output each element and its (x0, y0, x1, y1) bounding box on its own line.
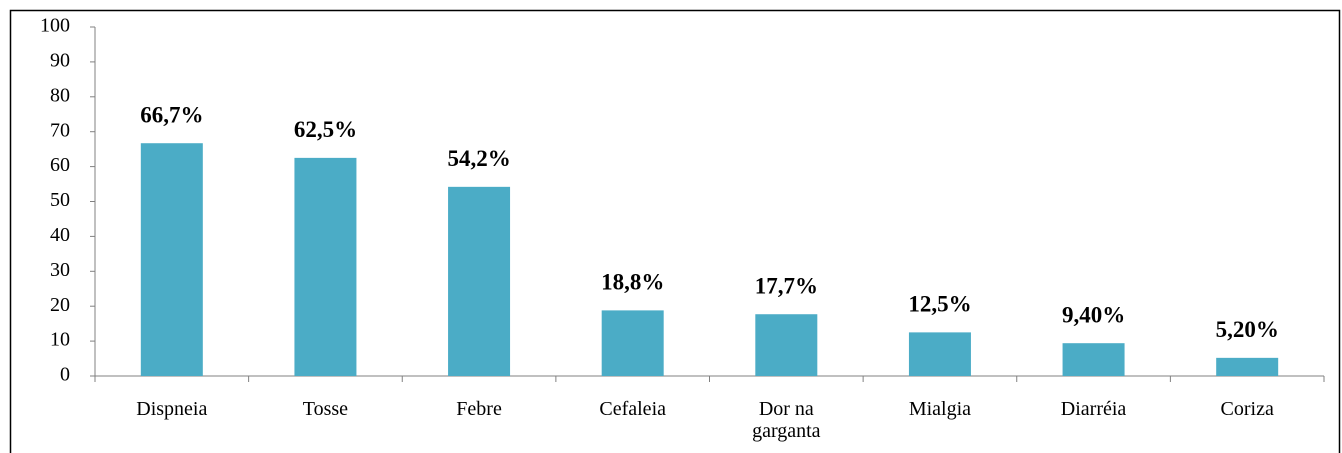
bar (448, 186, 511, 376)
y-tick-label: 100 (40, 15, 70, 37)
y-tick-label: 0 (60, 364, 70, 386)
value-label: 9,40% (1062, 302, 1125, 327)
bar (908, 332, 971, 376)
y-tick-label: 10 (50, 329, 70, 351)
value-label: 18,8% (601, 270, 664, 295)
x-tick-label: Tosse (302, 398, 349, 420)
y-tick-label: 90 (50, 49, 70, 71)
value-label: 54,2% (447, 146, 510, 171)
y-tick-label: 30 (50, 259, 70, 281)
value-label: 12,5% (908, 292, 971, 317)
y-tick-label: 40 (50, 224, 70, 246)
value-label: 17,7% (755, 274, 818, 299)
bar (1062, 343, 1125, 376)
y-tick-label: 80 (50, 84, 70, 106)
value-label: 66,7% (140, 102, 203, 127)
bar (140, 143, 203, 376)
x-tick-label: Mialgia (908, 398, 972, 420)
value-label: 5,20% (1216, 317, 1279, 342)
x-tick-label: Dispneia (136, 398, 208, 420)
bar (601, 310, 664, 376)
y-tick-label: 70 (50, 119, 70, 141)
x-tick-label: Febre (456, 398, 502, 420)
x-tick-label: Coriza (1220, 398, 1274, 420)
chart-frame (9, 9, 1341, 453)
x-tick-label: Diarréia (1060, 398, 1127, 420)
x-tick-label: Dor na garganta (752, 398, 821, 442)
y-tick-label: 60 (50, 154, 70, 176)
bar (1216, 357, 1279, 376)
bar (294, 157, 357, 376)
x-tick-label: Cefaleia (599, 398, 666, 420)
y-tick-label: 20 (50, 294, 70, 316)
value-label: 62,5% (294, 117, 357, 142)
bar (755, 314, 818, 376)
y-tick-label: 50 (50, 189, 70, 211)
